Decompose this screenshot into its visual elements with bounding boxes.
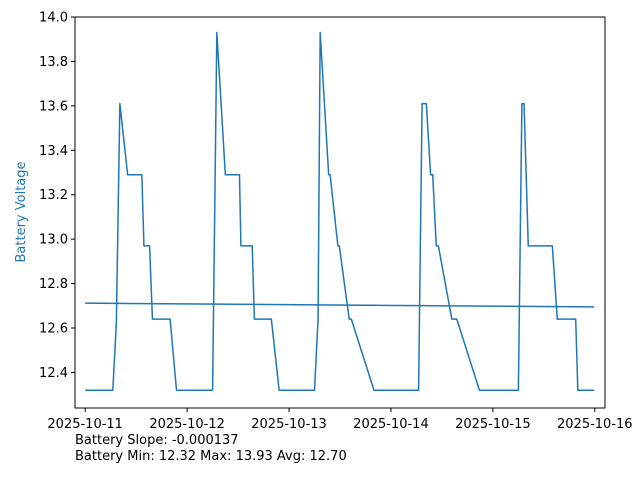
- y-tick-label: 14.0: [39, 11, 68, 26]
- x-axis-ticks: 2025-10-11 2025-10-12 2025-10-13 2025-10-14…: [47, 408, 633, 432]
- x-tick-label: 2025-10-13: [251, 417, 327, 432]
- y-tick-label: 12.6: [39, 322, 68, 337]
- series-lines: [85, 31, 595, 391]
- y-tick-label: 13.0: [39, 233, 68, 248]
- x-tick-label: 2025-10-14: [353, 417, 429, 432]
- y-axis-ticks: 12.4 12.6 12.8 13.0 13.2 13.4 13.6 13.8 14.0: [39, 11, 75, 381]
- y-tick-label: 13.2: [39, 188, 68, 203]
- y-tick-label: 12.8: [39, 277, 68, 292]
- trend-line: [85, 302, 595, 308]
- y-tick-label: 13.4: [39, 144, 68, 159]
- y-tick-label: 12.4: [39, 366, 68, 381]
- x-tick-label: 2025-10-15: [455, 417, 531, 432]
- x-tick-label: 2025-10-11: [47, 417, 123, 432]
- y-axis-label: Battery Voltage: [14, 161, 29, 262]
- x-tick-label: 2025-10-16: [557, 417, 633, 432]
- y-tick-label: 13.8: [39, 55, 68, 70]
- x-tick-label: 2025-10-12: [149, 417, 225, 432]
- y-tick-label: 13.6: [39, 99, 68, 114]
- battery-stats-text: Battery Min: 12.32 Max: 13.93 Avg: 12.70: [75, 449, 347, 464]
- battery-slope-text: Battery Slope: -0.000137: [75, 433, 239, 448]
- axes-frame: [74, 16, 606, 409]
- battery-voltage-line: [85, 31, 595, 391]
